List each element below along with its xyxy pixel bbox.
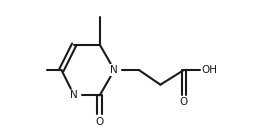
Text: OH: OH [201, 65, 218, 75]
Text: N: N [70, 90, 78, 100]
Text: O: O [180, 97, 188, 107]
Text: N: N [111, 65, 118, 75]
Text: O: O [96, 117, 104, 127]
